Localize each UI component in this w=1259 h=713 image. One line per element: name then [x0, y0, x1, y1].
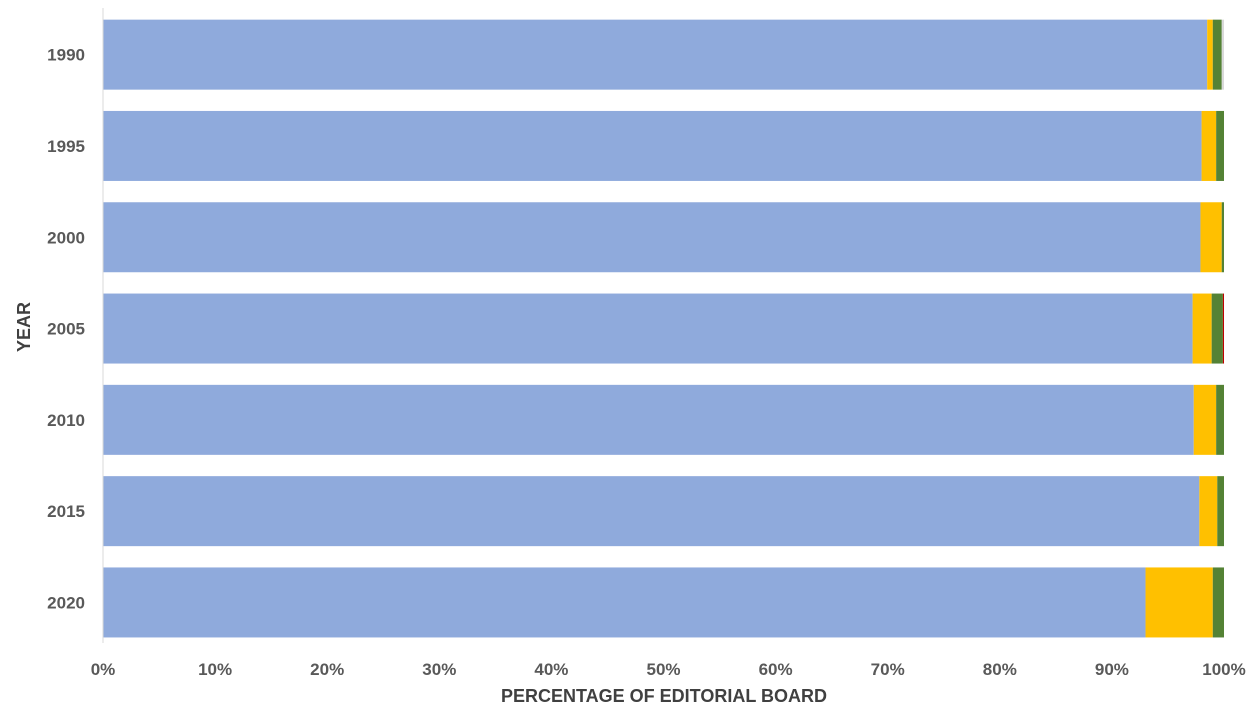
- x-axis-title: PERCENTAGE OF EDITORIAL BOARD: [501, 686, 827, 706]
- bar-segment-1990-s1: [103, 19, 1208, 90]
- x-tick-labels: 0% 10% 20% 30% 40% 50% 60% 70% 80% 90% 100%: [91, 660, 1246, 679]
- x-tick-label: 60%: [759, 660, 793, 679]
- bar-segment-2015-s1: [103, 476, 1200, 547]
- y-axis-title: YEAR: [14, 302, 34, 352]
- bar-segment-2000-s1: [103, 202, 1201, 273]
- bar-segment-2015-s3: [1217, 476, 1224, 547]
- y-tick-label: 2010: [47, 411, 85, 430]
- bar-segment-2000-s3: [1221, 202, 1224, 273]
- bar-segment-2010-s3: [1216, 384, 1224, 455]
- x-tick-label: 70%: [871, 660, 905, 679]
- x-tick-label: 0%: [91, 660, 116, 679]
- bar-segment-2005-s1: [103, 293, 1193, 364]
- bar-segment-2020-s3: [1212, 567, 1224, 638]
- bar-segment-1995-s2: [1201, 110, 1217, 181]
- x-tick-label: 20%: [310, 660, 344, 679]
- bar-segment-2005-s3: [1211, 293, 1223, 364]
- bar-segment-2015-s2: [1199, 476, 1218, 547]
- y-tick-labels: 1990 1995 2000 2005 2010 2015 2020: [47, 46, 85, 613]
- y-tick-label: 2020: [47, 593, 85, 612]
- x-tick-label: 30%: [422, 660, 456, 679]
- bar-segment-2010-s2: [1193, 384, 1217, 455]
- bar-segment-1995-s3: [1216, 110, 1224, 181]
- y-tick-label: 2000: [47, 228, 85, 247]
- bar-segment-2005-s2: [1192, 293, 1212, 364]
- x-tick-label: 50%: [646, 660, 680, 679]
- bar-segment-2010-s1: [103, 384, 1194, 455]
- x-tick-label: 40%: [534, 660, 568, 679]
- bar-segment-2020-s2: [1145, 567, 1213, 638]
- x-tick-label: 90%: [1095, 660, 1129, 679]
- bar-segment-1990-s5: [1221, 19, 1224, 90]
- y-tick-label: 2015: [47, 502, 85, 521]
- bar-segment-2005-s4: [1222, 293, 1224, 364]
- x-tick-label: 10%: [198, 660, 232, 679]
- bars-layer: [103, 19, 1224, 638]
- y-tick-label: 1990: [47, 46, 85, 65]
- x-tick-label: 100%: [1202, 660, 1245, 679]
- bar-segment-2020-s1: [103, 567, 1146, 638]
- bar-segment-1995-s1: [103, 110, 1202, 181]
- bar-segment-2000-s2: [1200, 202, 1222, 273]
- x-tick-label: 80%: [983, 660, 1017, 679]
- y-tick-label: 2005: [47, 320, 85, 339]
- bar-segment-1990-s3: [1212, 19, 1222, 90]
- y-tick-label: 1995: [47, 137, 85, 156]
- bar-segment-1990-s2: [1207, 19, 1213, 90]
